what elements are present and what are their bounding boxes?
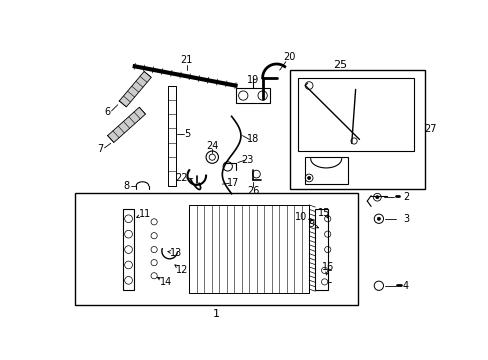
Text: 14: 14 xyxy=(160,277,172,287)
Circle shape xyxy=(307,176,310,180)
Text: 25: 25 xyxy=(332,60,346,70)
Text: 27: 27 xyxy=(424,125,436,134)
Bar xyxy=(168,86,176,186)
Bar xyxy=(289,70,425,189)
Bar xyxy=(315,209,327,289)
Text: 15: 15 xyxy=(318,208,330,217)
Text: 9: 9 xyxy=(308,219,314,229)
Text: 12: 12 xyxy=(176,265,188,275)
Text: 21: 21 xyxy=(180,55,192,65)
Text: 8: 8 xyxy=(123,181,129,191)
Bar xyxy=(305,157,347,184)
Polygon shape xyxy=(107,107,145,143)
Bar xyxy=(297,78,413,151)
Text: 3: 3 xyxy=(402,214,408,224)
Text: 4: 4 xyxy=(402,281,408,291)
Text: 2: 2 xyxy=(402,192,408,202)
Circle shape xyxy=(375,195,378,199)
Text: 17: 17 xyxy=(226,178,239,188)
Text: 19: 19 xyxy=(247,75,259,85)
Bar xyxy=(235,88,270,103)
Text: 26: 26 xyxy=(246,186,259,196)
Text: 1: 1 xyxy=(212,309,219,319)
Bar xyxy=(189,205,308,293)
Text: 10: 10 xyxy=(295,212,307,222)
Bar xyxy=(75,193,357,305)
Bar xyxy=(123,209,134,289)
Text: 13: 13 xyxy=(169,248,182,258)
Text: 24: 24 xyxy=(205,141,218,150)
Text: 23: 23 xyxy=(241,155,253,165)
Text: 22: 22 xyxy=(175,173,187,183)
Text: 18: 18 xyxy=(247,134,259,144)
Text: 11: 11 xyxy=(139,209,151,219)
Polygon shape xyxy=(119,71,151,107)
Text: 20: 20 xyxy=(283,52,295,62)
Circle shape xyxy=(377,217,380,220)
Text: 7: 7 xyxy=(97,144,103,154)
Text: 5: 5 xyxy=(184,129,190,139)
Text: 6: 6 xyxy=(104,108,110,117)
Text: 16: 16 xyxy=(322,261,334,271)
